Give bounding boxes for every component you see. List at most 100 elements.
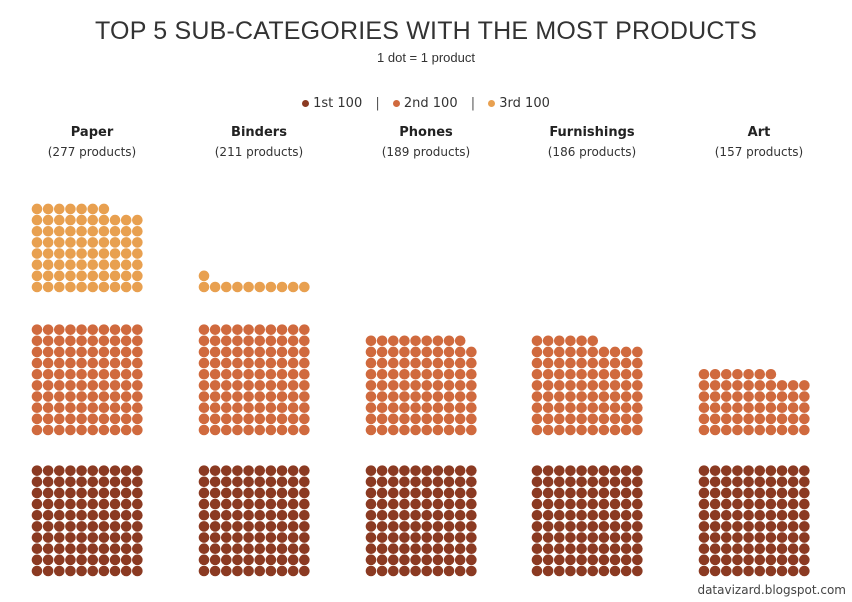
dot-furnishings-29 xyxy=(620,543,632,554)
dot-paper-46 xyxy=(87,521,99,532)
dot-binders-94 xyxy=(232,465,243,476)
dot-art-1 xyxy=(698,565,710,577)
dot-binders-101 xyxy=(198,424,210,436)
dot-binders-163 xyxy=(221,357,232,369)
dot-paper-94 xyxy=(65,465,76,476)
chart-subtitle: 1 dot = 1 product xyxy=(377,50,475,65)
dot-paper-45 xyxy=(76,521,87,532)
dot-binders-195 xyxy=(243,324,254,335)
dot-binders-47 xyxy=(265,521,277,532)
dot-phones-8 xyxy=(443,565,455,577)
dot-furnishings-170 xyxy=(632,357,643,369)
dot-paper-189 xyxy=(120,335,132,347)
dot-art-71 xyxy=(698,487,710,499)
dot-phones-49 xyxy=(454,521,466,532)
dot-paper-31 xyxy=(31,532,43,543)
dot-binders-68 xyxy=(276,498,288,510)
dot-paper-208 xyxy=(109,281,121,293)
dot-art-115 xyxy=(743,413,754,425)
dot-art-70 xyxy=(799,498,810,510)
dot-phones-97 xyxy=(432,465,444,476)
dot-furnishings-27 xyxy=(598,543,610,554)
dot-art-88 xyxy=(776,476,788,488)
dot-phones-155 xyxy=(410,368,421,380)
dot-phones-78 xyxy=(443,487,455,499)
dot-binders-97 xyxy=(265,465,277,476)
dot-furnishings-21 xyxy=(531,543,543,554)
dot-paper-238 xyxy=(109,248,121,259)
dot-art-59 xyxy=(787,509,799,521)
dot-furnishings-17 xyxy=(598,554,610,566)
dot-phones-4 xyxy=(399,565,410,577)
dot-paper-141 xyxy=(31,380,43,391)
dot-furnishings-26 xyxy=(587,543,599,554)
dot-paper-9 xyxy=(120,565,132,577)
dot-art-30 xyxy=(799,543,810,554)
dot-furnishings-186 xyxy=(587,335,599,347)
dot-paper-234 xyxy=(65,248,76,259)
dot-paper-89 xyxy=(120,476,132,488)
dot-furnishings-168 xyxy=(609,357,621,369)
dot-binders-34 xyxy=(232,532,243,543)
dot-phones-36 xyxy=(421,532,433,543)
dot-furnishings-75 xyxy=(576,487,587,499)
dot-furnishings-20 xyxy=(632,554,643,566)
dot-furnishings-114 xyxy=(565,413,576,425)
dot-paper-26 xyxy=(87,543,99,554)
dot-paper-167 xyxy=(98,357,110,369)
dot-phones-179 xyxy=(454,346,466,358)
dot-paper-57 xyxy=(98,509,110,521)
dot-paper-188 xyxy=(109,335,121,347)
dot-phones-93 xyxy=(388,465,399,476)
dot-art-103 xyxy=(721,424,732,436)
dot-art-5 xyxy=(743,565,754,577)
dot-paper-69 xyxy=(120,498,132,510)
dot-paper-119 xyxy=(120,413,132,425)
dot-paper-109 xyxy=(120,424,132,436)
dot-phones-112 xyxy=(376,413,388,425)
dot-art-25 xyxy=(743,543,754,554)
dot-furnishings-171 xyxy=(531,346,543,358)
dot-art-124 xyxy=(732,402,743,414)
dot-furnishings-179 xyxy=(620,346,632,358)
dot-phones-158 xyxy=(443,368,455,380)
dot-art-139 xyxy=(787,391,799,402)
dot-column-paper xyxy=(31,203,143,577)
dot-paper-253 xyxy=(54,225,65,237)
dot-furnishings-166 xyxy=(587,357,599,369)
dot-art-84 xyxy=(732,476,743,488)
dot-paper-261 xyxy=(31,214,43,226)
dot-furnishings-53 xyxy=(554,509,565,521)
dot-binders-192 xyxy=(209,324,221,335)
dot-furnishings-69 xyxy=(620,498,632,510)
dot-art-89 xyxy=(787,476,799,488)
dot-art-85 xyxy=(743,476,754,488)
dot-paper-250 xyxy=(132,237,143,248)
dot-paper-32 xyxy=(42,532,54,543)
dot-furnishings-184 xyxy=(565,335,576,347)
dot-paper-271 xyxy=(31,203,43,215)
dot-art-63 xyxy=(721,498,732,510)
dot-phones-154 xyxy=(399,368,410,380)
dot-art-10 xyxy=(799,565,810,577)
dot-art-144 xyxy=(732,380,743,391)
dot-binders-16 xyxy=(254,554,266,566)
dot-paper-166 xyxy=(87,357,99,369)
dot-furnishings-174 xyxy=(565,346,576,358)
dot-furnishings-146 xyxy=(587,380,599,391)
dot-binders-126 xyxy=(254,402,266,414)
dot-art-31 xyxy=(698,532,710,543)
dot-binders-150 xyxy=(299,380,310,391)
dot-phones-148 xyxy=(443,380,455,391)
dot-binders-131 xyxy=(198,391,210,402)
dot-phones-186 xyxy=(421,335,433,347)
dot-binders-21 xyxy=(198,543,210,554)
dot-art-7 xyxy=(765,565,777,577)
dot-binders-127 xyxy=(265,402,277,414)
dot-furnishings-31 xyxy=(531,532,543,543)
dot-binders-210 xyxy=(299,281,310,293)
dot-paper-77 xyxy=(98,487,110,499)
dot-phones-103 xyxy=(388,424,399,436)
dot-phones-59 xyxy=(454,509,466,521)
dot-furnishings-169 xyxy=(620,357,632,369)
